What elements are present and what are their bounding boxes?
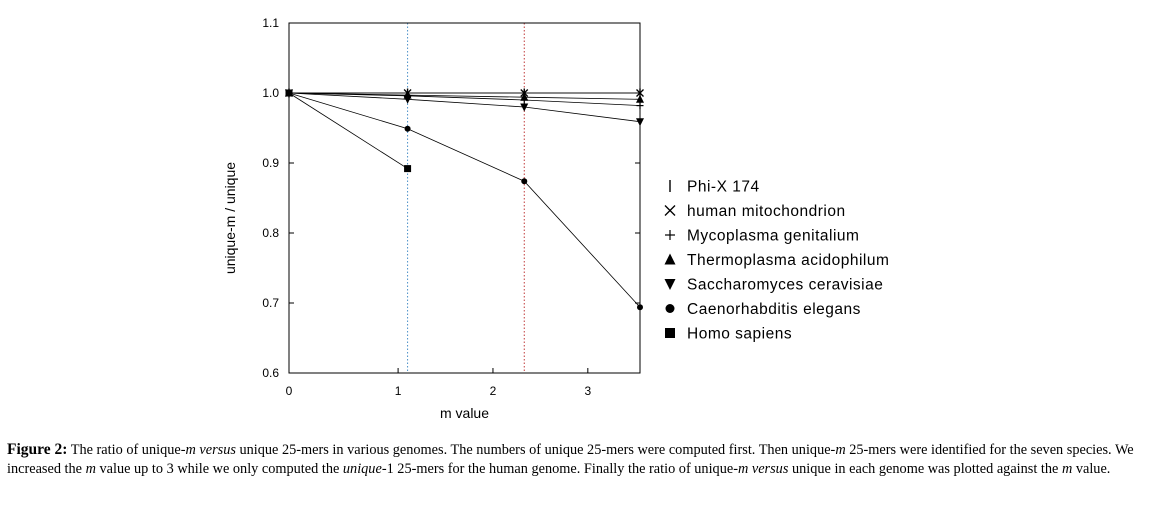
- legend: Phi-X 174 human mitochondrion Mycoplasma g…: [664, 179, 889, 343]
- series-line: [288, 92, 641, 123]
- data-point: [520, 92, 529, 101]
- legend-marker-5: [664, 279, 676, 290]
- series-7: [285, 89, 412, 173]
- series-line: [288, 92, 641, 106]
- plot-frame: [288, 22, 641, 374]
- data-point: [520, 103, 529, 112]
- x-tick-label: 1: [395, 384, 402, 398]
- x-tick-label: 0: [286, 384, 293, 398]
- series-3: [285, 89, 644, 110]
- data-point: [404, 165, 412, 173]
- y-tick-label: 0.9: [262, 156, 279, 170]
- series-line: [288, 92, 641, 308]
- x-tick-label: 2: [490, 384, 497, 398]
- data-point: [521, 178, 528, 185]
- x-tick-label: 3: [584, 384, 591, 398]
- series-6: [286, 90, 643, 311]
- legend-marker-7: [665, 328, 675, 338]
- legend-label-2: human mitochondrion: [687, 203, 846, 220]
- plot-area: [285, 23, 644, 373]
- legend-label-5: Saccharomyces ceravisiae: [687, 277, 883, 294]
- y-tick-label: 0.6: [262, 366, 279, 380]
- x-axis-label: m value: [440, 405, 489, 421]
- chart: 0.6 0.7 0.8 0.9 1.0 1.1 0 1 2 3 m value unique-m / …: [222, 16, 889, 421]
- series-line: [288, 92, 408, 169]
- figure-caption: Figure 2: The ratio of unique-m versus u…: [7, 441, 1134, 477]
- series-line: [288, 92, 641, 100]
- legend-marker-3: [665, 230, 675, 240]
- legend-marker-4: [664, 253, 676, 265]
- data-point: [403, 95, 412, 104]
- legend-label-1: Phi-X 174: [687, 179, 760, 196]
- legend-label-7: Homo sapiens: [687, 326, 792, 343]
- y-tick-label: 1.1: [262, 16, 279, 30]
- legend-label-3: Mycoplasma genitalium: [687, 228, 859, 245]
- y-axis-label: unique-m / unique: [222, 162, 238, 274]
- legend-marker-6: [665, 304, 675, 313]
- y-tick-label: 0.7: [262, 296, 279, 310]
- legend-label-4: Thermoplasma acidophilum: [687, 252, 889, 269]
- caption-lead: Figure 2:: [7, 441, 68, 458]
- y-tick-label: 1.0: [262, 86, 279, 100]
- legend-label-6: Caenorhabditis elegans: [687, 301, 861, 318]
- legend-marker-2: [664, 205, 676, 216]
- y-tick-label: 0.8: [262, 226, 279, 240]
- axes: 0.6 0.7 0.8 0.9 1.0 1.1 0 1 2 3 m value unique-m / …: [222, 16, 641, 421]
- data-point: [404, 125, 411, 132]
